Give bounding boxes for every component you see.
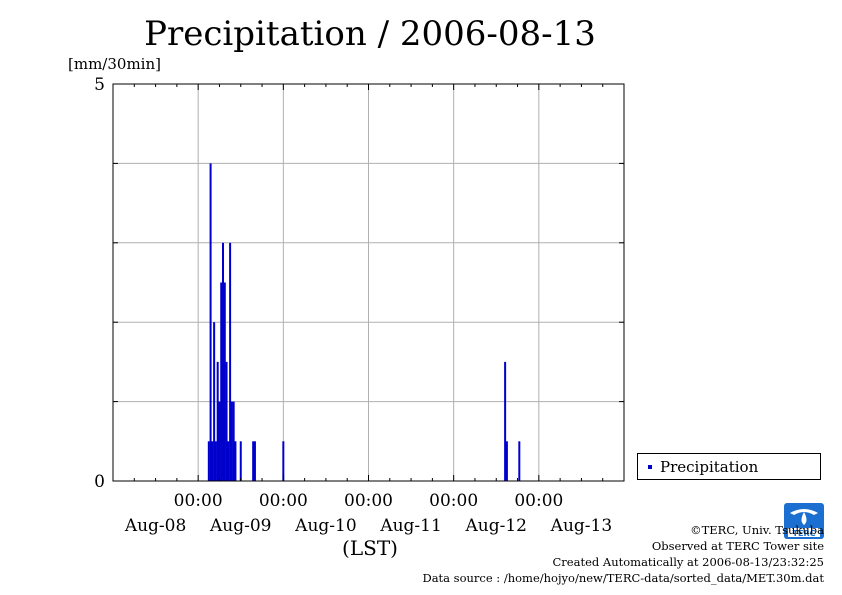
x-tick-label: 00:00: [514, 491, 563, 511]
axis-labels: 0 5 00:00 00:00 00:00 00:00 00:00 Aug-08 Aug-09 A…: [94, 75, 612, 560]
x-axis-title: (LST): [342, 536, 398, 560]
precipitation-bar: [253, 441, 256, 481]
credit-copyright: ©TERC, Univ. Tsukuba: [690, 523, 824, 537]
credits: ©TERC, Univ. Tsukuba Observed at TERC To…: [422, 522, 824, 586]
precipitation-bar: [230, 401, 233, 481]
credit-source: Data source : /home/hojyo/new/TERC-data/…: [422, 571, 824, 585]
precipitation-series: [207, 163, 521, 481]
credit-created: Created Automatically at 2006-08-13/23:3…: [552, 555, 825, 569]
legend-label: Precipitation: [660, 458, 759, 476]
x-day-label: Aug-10: [294, 516, 356, 536]
terc-logo-icon: TERC: [784, 503, 824, 539]
precipitation-bar: [505, 441, 508, 481]
x-day-label: Aug-11: [379, 516, 441, 536]
precipitation-bar: [214, 441, 217, 481]
x-tick-label: 00:00: [429, 491, 478, 511]
x-tick-label: 00:00: [259, 491, 308, 511]
credit-site: Observed at TERC Tower site: [651, 539, 824, 553]
precipitation-bar: [211, 441, 214, 481]
y-tick-label: 5: [94, 75, 105, 95]
x-day-label: Aug-09: [209, 516, 271, 536]
axis-ticks: [113, 84, 624, 481]
precipitation-bar: [518, 441, 521, 481]
precipitation-bar: [213, 322, 216, 481]
x-day-label: Aug-13: [550, 516, 612, 536]
precipitation-bar: [222, 242, 225, 481]
x-tick-label: 00:00: [174, 491, 223, 511]
precipitation-bar: [232, 401, 235, 481]
precipitation-bar: [207, 441, 210, 481]
precipitation-bar: [209, 163, 212, 481]
precipitation-bar: [229, 242, 232, 481]
precipitation-bar: [252, 441, 255, 481]
precipitation-bar: [218, 401, 221, 481]
x-tick-label: 00:00: [344, 491, 393, 511]
precipitation-bar: [223, 282, 226, 481]
legend: Precipitation: [637, 453, 821, 480]
precipitation-bar: [225, 361, 228, 481]
legend-swatch: [648, 465, 652, 469]
precipitation-bar: [504, 361, 507, 481]
precipitation-bar: [227, 441, 230, 481]
precipitation-bar: [220, 282, 223, 481]
logo-text: TERC: [793, 529, 816, 538]
y-axis-unit: [mm/30min]: [68, 55, 161, 73]
x-day-label: Aug-12: [465, 516, 527, 536]
precipitation-bar: [216, 361, 219, 481]
chart-title: Precipitation / 2006-08-13: [144, 14, 596, 54]
precipitation-bar: [282, 441, 285, 481]
y-tick-label: 0: [94, 472, 105, 492]
precipitation-bar: [239, 441, 242, 481]
x-day-label: Aug-08: [124, 516, 186, 536]
grid: [113, 84, 624, 481]
precipitation-bar: [234, 441, 237, 481]
